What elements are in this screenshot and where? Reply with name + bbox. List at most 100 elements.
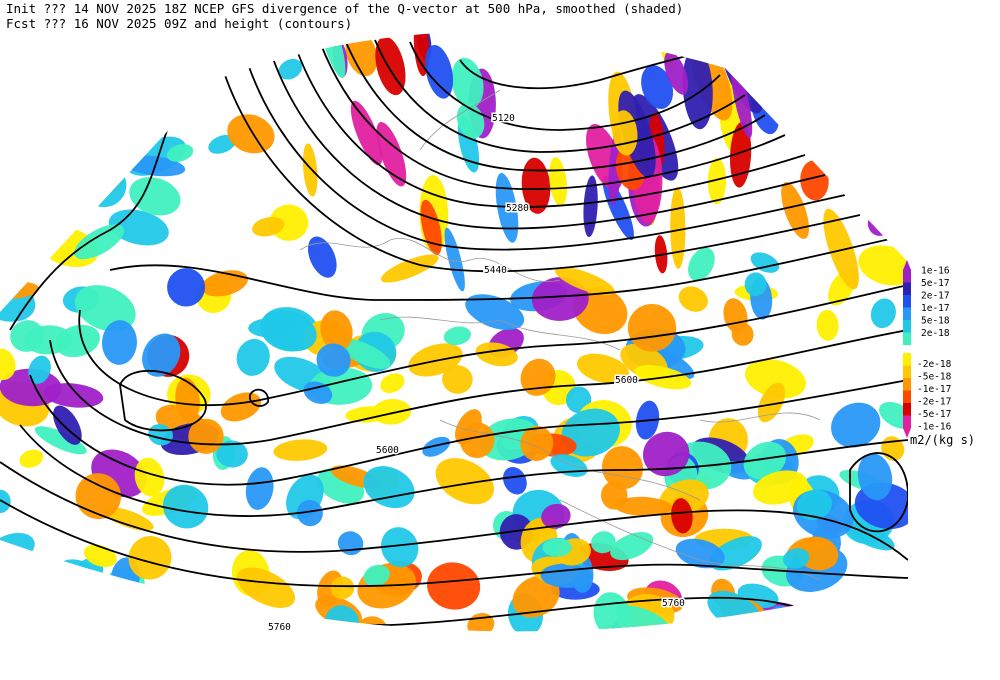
field-blob [179, 38, 209, 70]
field-blob [273, 439, 328, 461]
field-blob [28, 355, 51, 384]
colorbar-label: 5e-18 [921, 316, 950, 327]
field-blob [870, 298, 896, 329]
field-blob [781, 182, 809, 239]
field-blob [74, 224, 125, 260]
contour-label: 5280 [506, 203, 529, 214]
colorbar-swatch [903, 390, 911, 403]
field-blob [363, 466, 415, 509]
field-blob [771, 628, 819, 632]
field-blob [610, 532, 654, 561]
field-blob [806, 69, 822, 160]
field-blob [549, 157, 567, 207]
colorbar-label: 1e-17 [921, 303, 950, 314]
field-blob [363, 564, 390, 587]
field-blob [0, 532, 35, 567]
colorbar-swatch [903, 282, 911, 295]
field-blob [614, 496, 673, 517]
colorbar-label: -2e-17 [917, 397, 951, 408]
field-blob [675, 538, 725, 569]
field-blob [828, 31, 850, 100]
field-blob [512, 575, 560, 618]
field-blob [542, 538, 572, 557]
field-blob [157, 594, 194, 632]
colorbar-label: 2e-18 [921, 328, 950, 339]
field-blob [21, 117, 46, 134]
field-blob [128, 535, 172, 580]
field-blob [531, 277, 589, 321]
field-blob [252, 216, 285, 237]
field-blob [750, 252, 780, 273]
field-blob [427, 562, 481, 610]
field-blob [678, 286, 708, 312]
field-blob [0, 348, 16, 380]
field-blob [671, 622, 732, 632]
field-blob [591, 531, 616, 554]
field-blob [0, 157, 21, 200]
field-blob [583, 175, 598, 238]
field-blob [881, 152, 904, 183]
field-blob [459, 422, 495, 459]
field-blob [867, 210, 893, 236]
colorbar-swatch [903, 415, 911, 428]
field-blob [879, 401, 908, 429]
field-blob [819, 81, 845, 124]
field-blob [90, 630, 120, 632]
field-blob [664, 51, 689, 95]
field-blob [101, 320, 138, 365]
field-blob [7, 589, 55, 618]
field-blob [782, 95, 814, 131]
field-blob [782, 548, 810, 569]
field-blob [503, 466, 527, 495]
field-blob [96, 597, 155, 632]
field-blob [338, 338, 391, 369]
field-blob [372, 398, 412, 425]
contour-label: 5760 [268, 622, 291, 633]
field-blob [425, 44, 454, 99]
field-blob [74, 285, 136, 332]
field-blob [804, 625, 837, 632]
field-blob [220, 392, 262, 422]
field-blob [303, 381, 333, 404]
field-blob [642, 431, 690, 477]
field-blob [753, 470, 808, 505]
field-blob [555, 267, 615, 296]
field-blob [75, 473, 122, 520]
init-line: Init ??? 14 NOV 2025 18Z NCEP GFS diverg… [6, 1, 683, 16]
colorbar-swatch [903, 353, 911, 366]
field-blob [465, 294, 525, 330]
colorbar-label: -2e-18 [917, 359, 952, 370]
colorbar-swatch [903, 332, 911, 345]
field-blob [0, 279, 36, 322]
field-blob [743, 441, 787, 480]
field-blob [442, 365, 473, 394]
field-blob [823, 208, 859, 290]
colorbar-swatch [903, 403, 911, 416]
field-blob [816, 309, 839, 341]
field-blob [475, 342, 518, 367]
field-blob [134, 457, 165, 497]
colorbar-swatch [903, 320, 911, 333]
field-blob [846, 124, 875, 198]
field-blob [541, 503, 571, 529]
field-blob [641, 65, 674, 109]
contour-label: 5440 [484, 265, 507, 276]
field-blob [316, 343, 351, 377]
field-blob [682, 47, 713, 130]
colorbar-arrow [903, 260, 911, 270]
field-blob [576, 353, 630, 384]
field-blob [872, 603, 908, 632]
field-blob [438, 632, 490, 670]
shaded-field [0, 31, 908, 670]
field-blob [19, 449, 44, 468]
field-blob [831, 402, 881, 448]
colorbar-label: 1e-16 [921, 266, 950, 277]
field-blob [688, 247, 715, 282]
field-blob [380, 254, 439, 283]
field-blob [162, 484, 209, 529]
colorbar-swatch [903, 270, 911, 283]
field-blob [521, 157, 551, 214]
field-blob [444, 227, 465, 292]
field-blob [855, 590, 884, 622]
